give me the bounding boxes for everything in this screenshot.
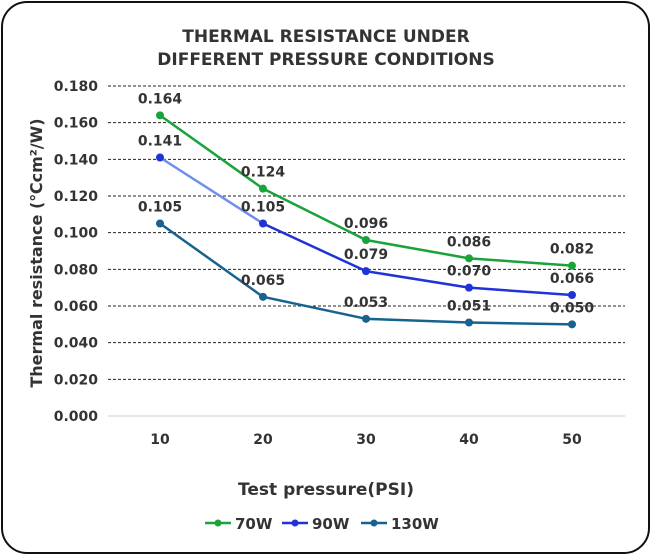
series-90W-point [259,219,267,228]
legend-label-130W: 130W [391,515,439,533]
series-70W-point [156,111,164,120]
data-label: 0.070 [447,264,492,280]
series-70W-segment [262,187,367,242]
series-70W-point [259,184,267,193]
chart-title-line-2: DIFFERENT PRESSURE CONDITIONS [157,50,494,70]
y-tick-label: 0.000 [54,409,99,425]
series-90W-segment [365,269,470,289]
series-70W-segment [365,238,470,260]
data-label: 0.050 [550,300,595,316]
data-label: 0.096 [344,216,388,232]
x-tick-label: 40 [459,432,479,448]
data-label: 0.065 [241,273,285,289]
series-130W-point [156,219,164,228]
legend-marker-130W [370,519,378,527]
legend-label-90W: 90W [312,515,350,533]
series-130W-segment [468,321,573,326]
data-label: 0.053 [344,295,388,311]
series-90W-point [568,291,576,299]
legend-marker-90W [291,519,299,527]
legend-label-70W: 70W [235,515,273,533]
y-tick-label: 0.180 [54,79,99,95]
series-90W-point [156,153,164,162]
series-90W-segment [468,286,573,297]
series-130W-segment [365,317,470,324]
series-90W-segment [262,222,367,273]
data-label: 0.105 [241,200,285,216]
data-label: 0.051 [447,299,491,315]
y-tick-label: 0.040 [54,336,99,352]
data-label: 0.164 [138,91,183,107]
x-tick-label: 10 [150,432,170,448]
series-70W-segment [159,114,264,190]
y-tick-label: 0.120 [54,189,99,205]
data-label: 0.086 [447,234,491,250]
series-130W-point [259,292,267,301]
series-130W-point [568,320,576,329]
series-90W-point [362,267,370,276]
data-label: 0.079 [344,247,388,263]
legend-marker-70W [214,519,222,527]
y-tick-label: 0.080 [54,262,99,278]
x-tick-label: 20 [253,432,273,448]
series-130W-point [465,318,473,327]
y-tick-label: 0.060 [54,299,99,315]
data-label: 0.105 [138,200,182,216]
series-90W-segment [159,156,264,225]
series-70W-point [465,254,473,263]
x-tick-label: 30 [356,432,376,448]
series-70W-point [568,261,576,270]
data-label: 0.066 [550,271,594,287]
y-tick-label: 0.020 [54,372,99,388]
x-tick-label: 50 [562,432,582,448]
data-label: 0.141 [138,134,182,150]
y-tick-label: 0.140 [54,152,99,168]
y-tick-label: 0.100 [54,226,99,242]
series-70W-point [362,236,370,244]
chart-title-line-1: THERMAL RESISTANCE UNDER [182,27,469,47]
data-label: 0.124 [241,165,286,181]
y-tick-label: 0.160 [54,116,99,132]
series-70W-segment [468,257,573,267]
series-90W-point [465,283,473,292]
series-130W-segment [159,222,264,298]
x-axis-label: Test pressure(PSI) [238,480,414,500]
series-130W-point [362,314,370,323]
data-label: 0.082 [550,242,594,258]
series-130W-segment [262,295,367,321]
y-axis-label: Thermal resistance (℃cm²/W) [27,118,46,387]
